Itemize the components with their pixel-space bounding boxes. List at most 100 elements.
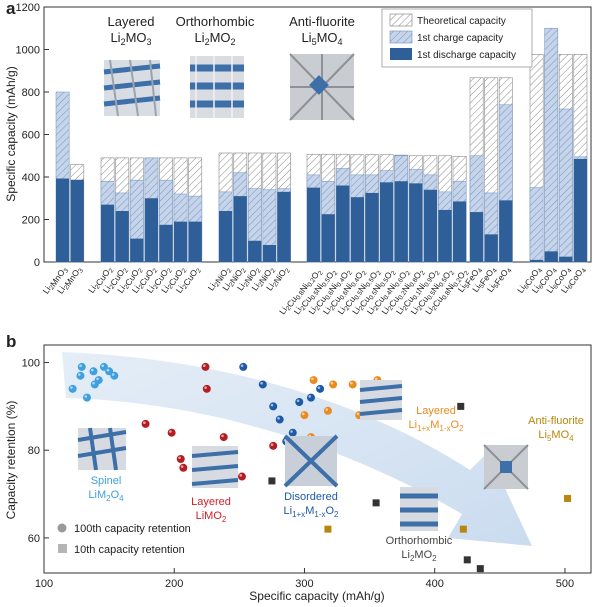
label-anti-fluorite: Anti-fluorite Li5MO4	[528, 415, 584, 443]
legend-swatch-discharge	[390, 48, 412, 60]
panel-a-y-ticks: 0 200 400 600 800 1000 1200	[16, 2, 49, 269]
point-spinel-lim2o4	[90, 380, 99, 389]
bar-discharge	[559, 256, 573, 262]
svg-text:Li5MO4: Li5MO4	[301, 30, 342, 47]
point-disordered-li1-xm1-xo2	[295, 398, 304, 406]
point-orthorhombic-li2mo2	[372, 499, 380, 507]
point-spinel-lim2o4	[89, 367, 98, 376]
point-highlight	[111, 373, 115, 376]
y-tick-label: 1200	[16, 2, 40, 14]
legend-label-100th: 100th capacity retention	[74, 523, 191, 535]
bar-charge	[544, 27, 559, 263]
bar-discharge	[453, 201, 467, 262]
point-highlight	[77, 373, 81, 376]
y-tick-label: 0	[34, 257, 40, 269]
orthorhombic-structure-illustration	[400, 487, 438, 531]
point-orthorhombic-li2mo2	[268, 477, 276, 485]
point-orthorhombic-li2mo2	[463, 556, 471, 564]
legend-label-theoretical: Theoretical capacity	[417, 16, 506, 27]
point-highlight	[356, 412, 360, 416]
layered-limo2-structure-illustration	[191, 446, 239, 488]
y-tick-label: 1000	[16, 45, 40, 57]
point-anti-fluorite-li5mo4	[324, 525, 332, 533]
label-layered-limo2: Layered LiMO2	[191, 496, 231, 524]
point-highlight	[270, 443, 274, 446]
group-title-layered: Layered Li2MO3	[108, 14, 155, 47]
bar-discharge	[321, 214, 335, 262]
svg-text:Layered: Layered	[416, 405, 456, 417]
anti-fluorite-structure-illustration	[483, 444, 529, 490]
point-spinel-lim2o4	[110, 371, 119, 380]
point-highlight	[143, 421, 146, 425]
category-label: Li2Cu0.5Ni0.5O2	[335, 263, 383, 321]
point-highlight	[90, 368, 94, 372]
bar-discharge	[336, 185, 350, 262]
svg-text:Anti-fluorite: Anti-fluorite	[528, 415, 584, 427]
x-tick-label: 100	[35, 578, 53, 590]
category-label: Li2Cu0.2Ni0.8O2	[379, 263, 427, 321]
disordered-structure-illustration	[283, 434, 339, 488]
point-highlight	[101, 364, 105, 368]
svg-text:LiM2O4: LiM2O4	[88, 489, 124, 503]
point-anti-fluorite-li5mo4	[459, 525, 467, 533]
point-disordered-li1-xm1-xo2	[275, 415, 284, 424]
x-tick-label: 400	[426, 578, 444, 590]
panel-b-y-axis-label: Capacity retention (%)	[4, 401, 18, 520]
group-title-anti-fluorite: Anti-fluorite Li5MO4	[289, 14, 355, 47]
point-layered-limo2	[179, 463, 188, 472]
crystal-structure-anti-fluorite-illustration	[289, 53, 355, 121]
bar-discharge	[380, 182, 394, 262]
point-highlight	[92, 381, 95, 385]
group-title-layered-line1: Layered	[108, 14, 155, 29]
point-highlight	[70, 386, 73, 389]
point-highlight	[317, 386, 321, 389]
svg-text:LiMO2: LiMO2	[196, 510, 227, 524]
trend-arrow	[62, 352, 532, 546]
point-disordered-li1-xm1-xo2	[269, 402, 278, 411]
point-layered-li1-xm1-xo2	[329, 380, 338, 389]
group-title-layered-li: Li	[110, 30, 120, 45]
crystal-structure-layered-illustration	[103, 59, 161, 117]
svg-text:Li1+xM1-xO2: Li1+xM1-xO2	[409, 419, 465, 433]
svg-text:Disordered: Disordered	[284, 491, 338, 503]
crystal-structure-orthorhombic-illustration	[190, 56, 244, 118]
bar-discharge	[423, 189, 437, 262]
legend-marker-100th	[57, 523, 67, 533]
point-spinel-lim2o4	[68, 384, 77, 393]
spinel-structure-illustration	[77, 427, 127, 471]
category-label: Li2Cu0.1Ni0.9O2	[394, 263, 442, 321]
svg-text:Li2MO2: Li2MO2	[194, 30, 235, 47]
panel-a-legend: Theoretical capacity 1st charge capacity…	[381, 8, 533, 68]
bar-discharge	[115, 211, 129, 262]
label-disordered: Disordered Li1+xM1-xO2	[284, 491, 340, 519]
legend-swatch-charge	[389, 30, 413, 44]
bar-discharge	[484, 234, 498, 262]
point-disordered-li1-xm1-xo2	[306, 393, 315, 402]
x-tick-label: 300	[295, 578, 313, 590]
point-layered-limo2	[176, 455, 185, 463]
group-title-orthorhombic: Orthorhombic Li2MO2	[176, 14, 255, 47]
panel-a-label: a	[6, 0, 16, 18]
panel-b-label: b	[6, 332, 16, 351]
point-highlight	[270, 403, 274, 407]
svg-text:Li1+xM1-xO2: Li1+xM1-xO2	[284, 505, 340, 519]
category-label: Li2Cu0.6Ni0.4O2	[321, 263, 369, 321]
point-disordered-li1-xm1-xo2	[288, 428, 297, 437]
point-layered-limo2	[269, 441, 278, 450]
point-highlight	[239, 474, 243, 477]
point-highlight	[277, 417, 280, 420]
y-tick-label: 200	[22, 215, 40, 227]
bar-discharge	[409, 183, 423, 262]
point-layered-li1-xm1-xo2	[309, 376, 318, 385]
point-highlight	[290, 430, 293, 433]
bar-discharge	[219, 211, 233, 262]
point-highlight	[84, 395, 88, 398]
label-spinel: Spinel LiM2O4	[88, 475, 124, 503]
bar-discharge	[70, 179, 84, 262]
bar-discharge	[438, 209, 452, 262]
bar-discharge	[248, 240, 262, 262]
point-layered-limo2	[141, 419, 150, 428]
layered-li-rich-structure-illustration	[359, 380, 403, 420]
point-orthorhombic-li2mo2	[476, 565, 484, 573]
svg-text:Li2MO3: Li2MO3	[110, 30, 151, 47]
